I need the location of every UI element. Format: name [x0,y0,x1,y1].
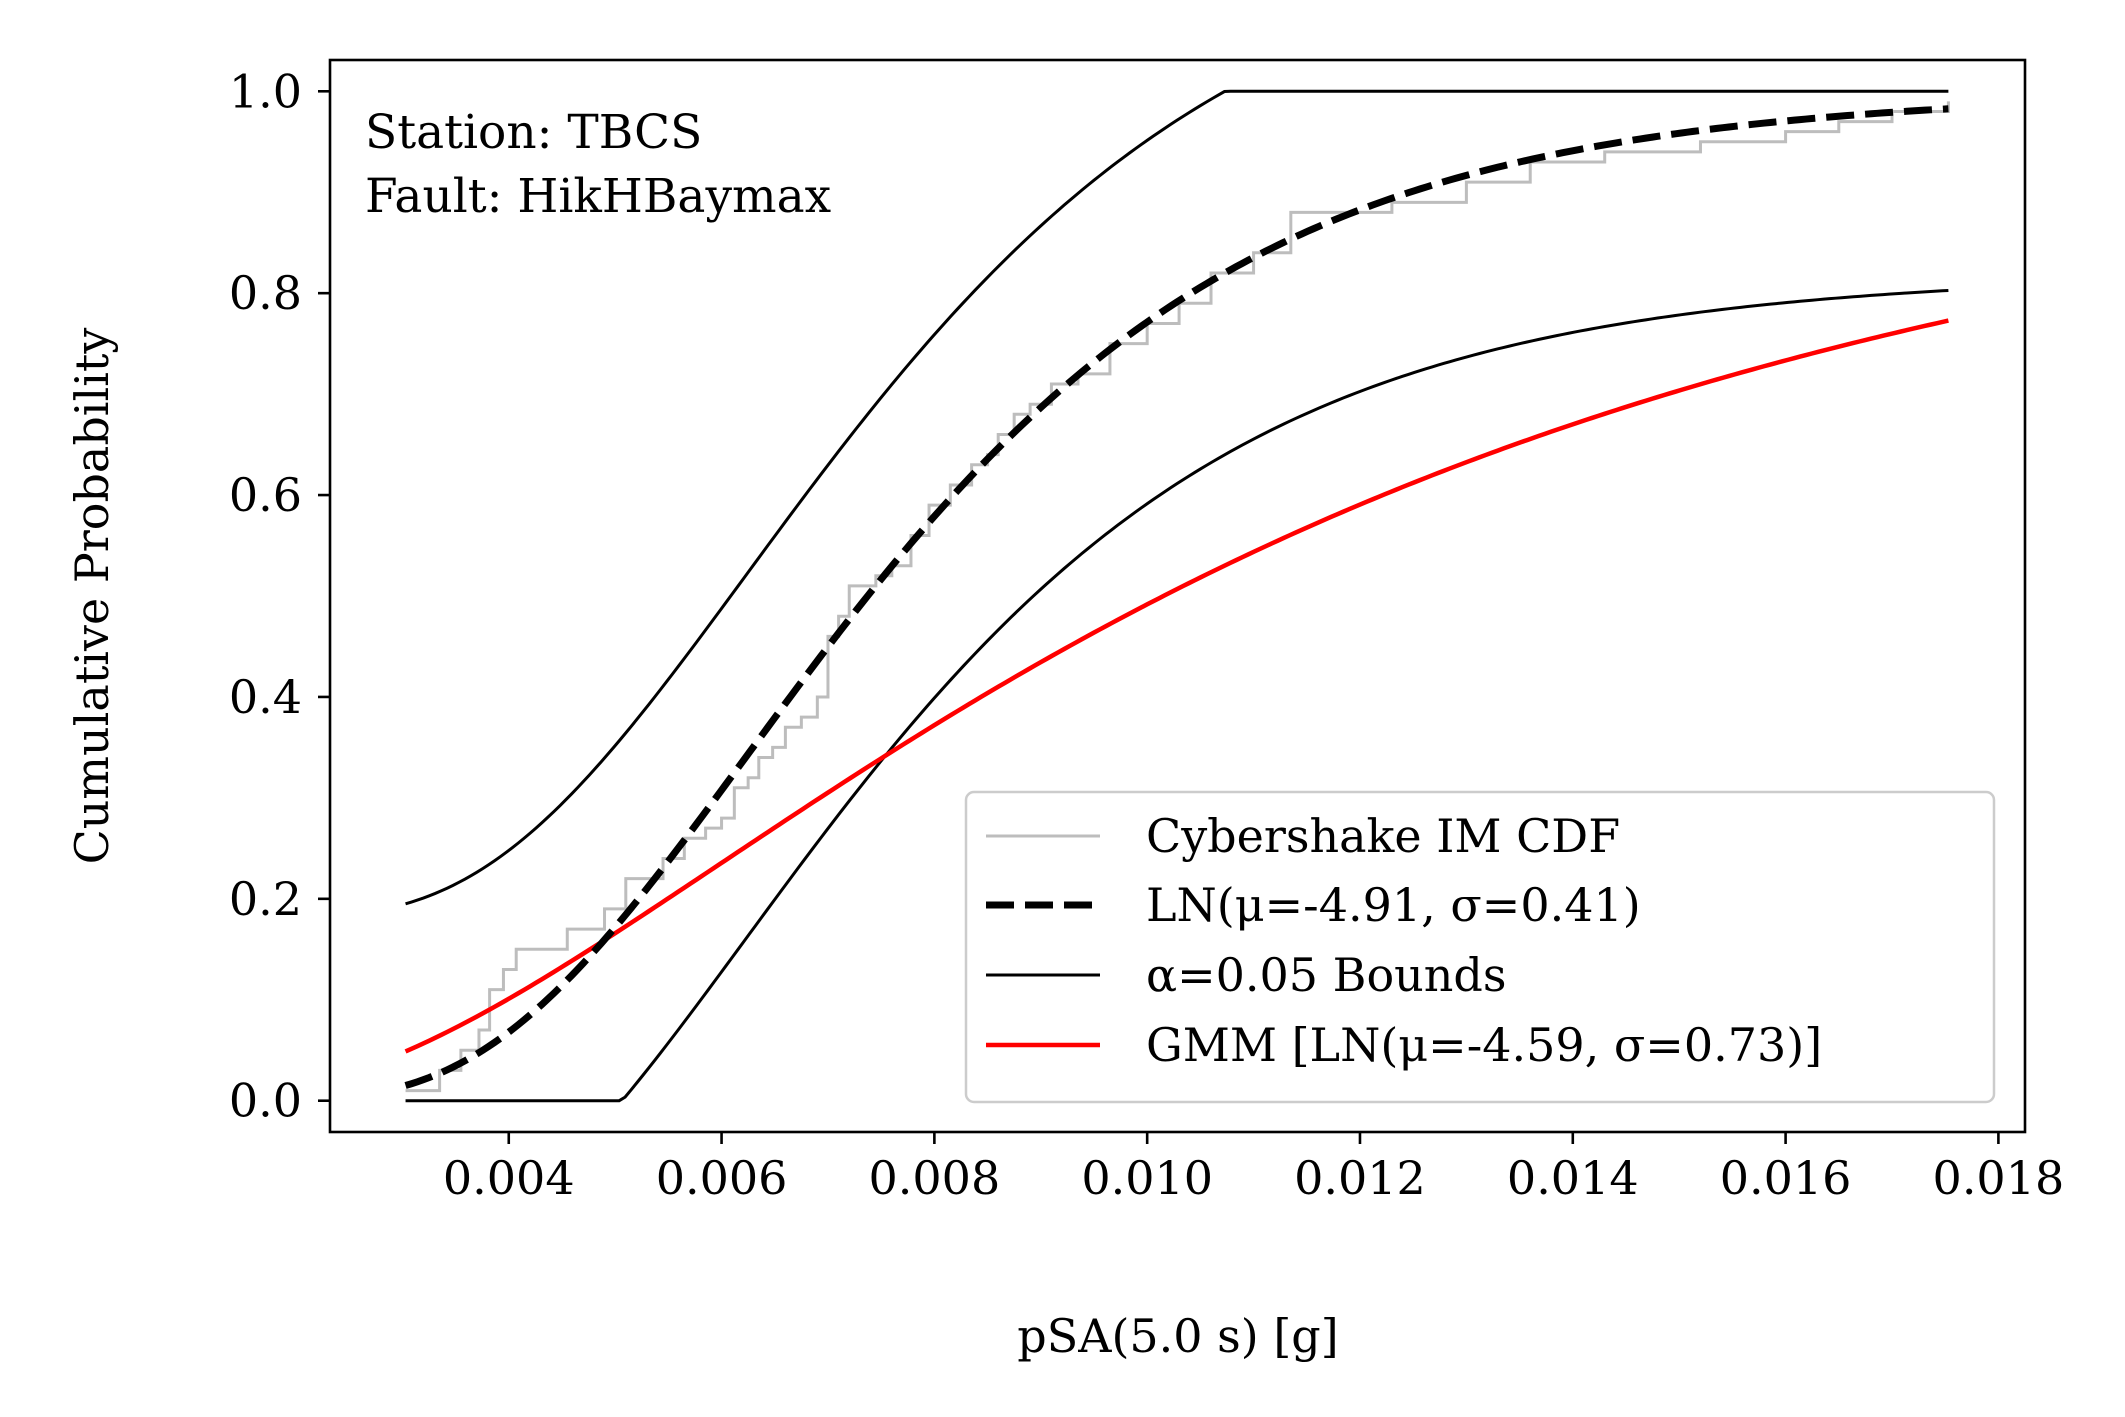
x-tick-label: 0.006 [656,1151,788,1205]
series-layer [404,89,1950,1103]
legend-box [964,790,1996,1104]
station-annotation: Station: TBCS [365,105,702,160]
x-tick-label: 0.012 [1294,1151,1426,1205]
x-axis-label: pSA(5.0 s) [g] [1017,1309,1338,1363]
legend-label-cybershake: Cybershake IM CDF [1146,809,1620,863]
legend-label-bounds: α=0.05 Bounds [1146,948,1506,1002]
x-tick-label: 0.004 [443,1151,575,1205]
x-axis: 0.004 0.006 0.008 0.010 0.012 0.014 0.016 0.018 [443,1132,2064,1205]
x-tick-label: 0.016 [1720,1151,1852,1205]
fault-annotation: Fault: HikHBaymax [365,169,831,224]
x-tick-label: 0.010 [1081,1151,1213,1205]
legend: Cybershake IM CDF LN(μ=-4.91, σ=0.41) α=… [964,790,1996,1104]
series-lower-bound [405,288,1949,1103]
y-tick-label: 0.4 [229,670,302,724]
y-tick-label: 0.0 [229,1074,302,1128]
y-tick-label: 0.2 [229,872,302,926]
x-tick-label: 0.014 [1507,1151,1639,1205]
x-tick-label: 0.018 [1933,1151,2065,1205]
y-tick-label: 0.8 [229,266,302,320]
series-gmm-lognormal [404,318,1949,1054]
legend-label-lognormal-fit: LN(μ=-4.91, σ=0.41) [1146,878,1641,932]
y-tick-label: 0.6 [229,468,302,522]
series-lognormal-fit [404,105,1949,1089]
plot-frame [328,58,2027,1134]
y-tick-label: 1.0 [229,64,302,118]
x-tick-label: 0.008 [869,1151,1001,1205]
legend-label-gmm: GMM [LN(μ=-4.59, σ=0.73)] [1146,1018,1822,1072]
series-upper-bound [405,89,1949,906]
y-axis-label: Cumulative Probability [65,328,119,865]
y-axis: 0.0 0.2 0.4 0.6 0.8 1.0 [229,64,330,1128]
